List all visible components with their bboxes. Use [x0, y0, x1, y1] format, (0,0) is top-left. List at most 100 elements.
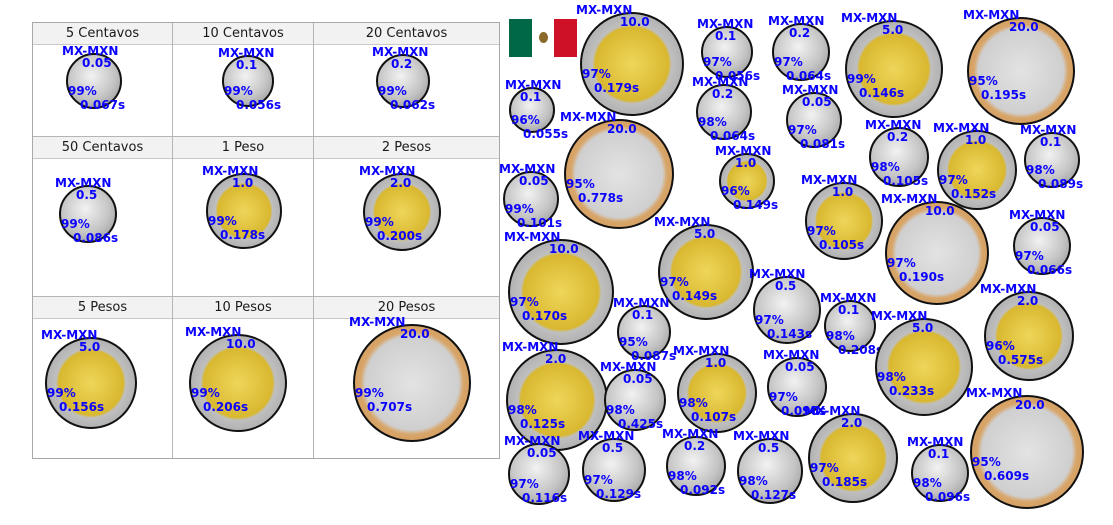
coin-table-cell: 10 Pesos	[173, 297, 314, 458]
coin-table-header: 50 Centavos	[33, 137, 172, 159]
scene-detection-confidence-label: 98%	[739, 474, 768, 488]
scene-detection-value-label: 0.05	[802, 95, 832, 109]
scene-detection-class-label: MX-MXN	[1020, 123, 1077, 137]
scene-detection-confidence-label: 98%	[877, 370, 906, 384]
scene-detection-time-label: 0.064s	[710, 129, 756, 143]
reference-detection-class-label: MX-MXN	[41, 328, 98, 342]
scene-detection-time-label: 0.105s	[819, 238, 865, 252]
scene-detection-class-label: MX-MXN	[502, 340, 559, 354]
scene-detection-value-label: 5.0	[694, 227, 716, 241]
coin-table-cell: 10 Centavos	[173, 23, 314, 137]
scene-detection-value-label: 2.0	[1017, 294, 1039, 308]
scene-detection-confidence-label: 98%	[508, 403, 537, 417]
scene-detection-class-label: MX-MXN	[692, 75, 749, 89]
scene-detection-time-label: 0.055s	[523, 127, 569, 141]
scene-coin	[701, 26, 753, 78]
scene-detection-confidence-label: 97%	[1015, 249, 1044, 263]
reference-detection-time-label: 0.062s	[390, 98, 436, 112]
scene-coin	[580, 12, 684, 116]
scene-coin	[509, 87, 555, 133]
scene-detection-value-label: 10.0	[925, 204, 955, 218]
scene-detection-time-label: 0.056s	[715, 69, 761, 83]
scene-detection-confidence-label: 95%	[969, 74, 998, 88]
coin-table-cell: 20 Centavos	[314, 23, 499, 137]
scene-detection-value-label: 0.5	[602, 441, 624, 455]
scene-detection-class-label: MX-MXN	[907, 435, 964, 449]
scene-detection-time-label: 0.195s	[981, 88, 1027, 102]
scene-detection-time-label: 0.143s	[767, 327, 813, 341]
scene-detection-value-label: 20.0	[607, 122, 637, 136]
scene-coin	[1024, 132, 1080, 188]
scene-detection-class-label: MX-MXN	[1009, 208, 1066, 222]
scene-detection-class-label: MX-MXN	[733, 429, 790, 443]
scene-detection-time-label: 0.425s	[618, 417, 664, 431]
reference-detection-class-label: MX-MXN	[185, 325, 242, 339]
scene-detection-class-label: MX-MXN	[871, 309, 928, 323]
scene-coin	[658, 224, 754, 320]
scene-detection-time-label: 0.116s	[522, 491, 568, 505]
scene-detection-confidence-label: 97%	[887, 256, 916, 270]
scene-detection-confidence-label: 97%	[788, 123, 817, 137]
scene-detection-confidence-label: 98%	[668, 469, 697, 483]
scene-detection-class-label: MX-MXN	[560, 110, 617, 124]
scene-detection-value-label: 0.2	[887, 130, 909, 144]
scene-detection-value-label: 0.1	[715, 29, 737, 43]
scene-coin	[617, 305, 671, 359]
coat-of-arms-icon	[538, 32, 548, 43]
scene-detection-confidence-label: 97%	[510, 295, 539, 309]
coin-table-cell: 1 Peso	[173, 137, 314, 297]
scene-detection-confidence-label: 97%	[774, 55, 803, 69]
reference-detection-class-label: MX-MXN	[359, 164, 416, 178]
scene-detection-confidence-label: 97%	[510, 477, 539, 491]
reference-detection-value-label: 2.0	[390, 176, 412, 190]
scene-coin	[508, 239, 614, 345]
scene-detection-confidence-label: 96%	[721, 184, 750, 198]
scene-detection-class-label: MX-MXN	[613, 296, 670, 310]
reference-coin	[353, 324, 471, 442]
scene-coin	[666, 436, 726, 496]
scene-detection-time-label: 0.146s	[859, 86, 905, 100]
scene-detection-value-label: 0.05	[623, 372, 653, 386]
scene-detection-class-label: MX-MXN	[865, 118, 922, 132]
reference-detection-confidence-label: 99%	[68, 84, 97, 98]
coin-table-cell: 5 Pesos	[33, 297, 173, 458]
scene-detection-value-label: 2.0	[841, 416, 863, 430]
scene-detection-time-label: 0.105s	[883, 174, 929, 188]
scene-detection-class-label: MX-MXN	[673, 344, 730, 358]
scene-detection-time-label: 0.149s	[733, 198, 779, 212]
scene-coin	[506, 349, 608, 451]
flag-green-band	[509, 19, 532, 57]
scene-detection-class-label: MX-MXN	[980, 282, 1037, 296]
scene-detection-class-label: MX-MXN	[697, 17, 754, 31]
flag-red-band	[554, 19, 578, 57]
scene-detection-confidence-label: 98%	[679, 396, 708, 410]
scene-coin	[564, 119, 674, 229]
scene-detection-time-label: 0.127s	[751, 488, 797, 502]
scene-detection-class-label: MX-MXN	[963, 8, 1020, 22]
reference-detection-time-label: 0.200s	[377, 229, 423, 243]
scene-detection-value-label: 0.05	[519, 174, 549, 188]
scene-detection-time-label: 0.179s	[594, 81, 640, 95]
scene-detection-confidence-label: 97%	[939, 173, 968, 187]
scene-detection-value-label: 0.05	[527, 446, 557, 460]
scene-coin	[753, 276, 821, 344]
reference-detection-time-label: 0.178s	[220, 228, 266, 242]
scene-detection-class-label: MX-MXN	[749, 267, 806, 281]
reference-detection-time-label: 0.156s	[59, 400, 105, 414]
reference-detection-confidence-label: 99%	[378, 84, 407, 98]
scene-detection-value-label: 0.05	[1030, 220, 1060, 234]
scene-detection-value-label: 1.0	[735, 156, 757, 170]
scene-detection-value-label: 0.1	[632, 308, 654, 322]
scene-detection-confidence-label: 98%	[871, 160, 900, 174]
scene-detection-time-label: 0.101s	[517, 216, 563, 230]
scene-detection-value-label: 20.0	[1009, 20, 1039, 34]
reference-detection-class-label: MX-MXN	[372, 45, 429, 59]
scene-coin	[967, 17, 1075, 125]
scene-detection-class-label: MX-MXN	[499, 162, 556, 176]
scene-detection-class-label: MX-MXN	[881, 192, 938, 206]
scene-detection-value-label: 10.0	[620, 15, 650, 29]
scene-detection-confidence-label: 97%	[703, 55, 732, 69]
scene-coin	[786, 92, 842, 148]
reference-detection-confidence-label: 99%	[355, 386, 384, 400]
scene-detection-class-label: MX-MXN	[763, 348, 820, 362]
